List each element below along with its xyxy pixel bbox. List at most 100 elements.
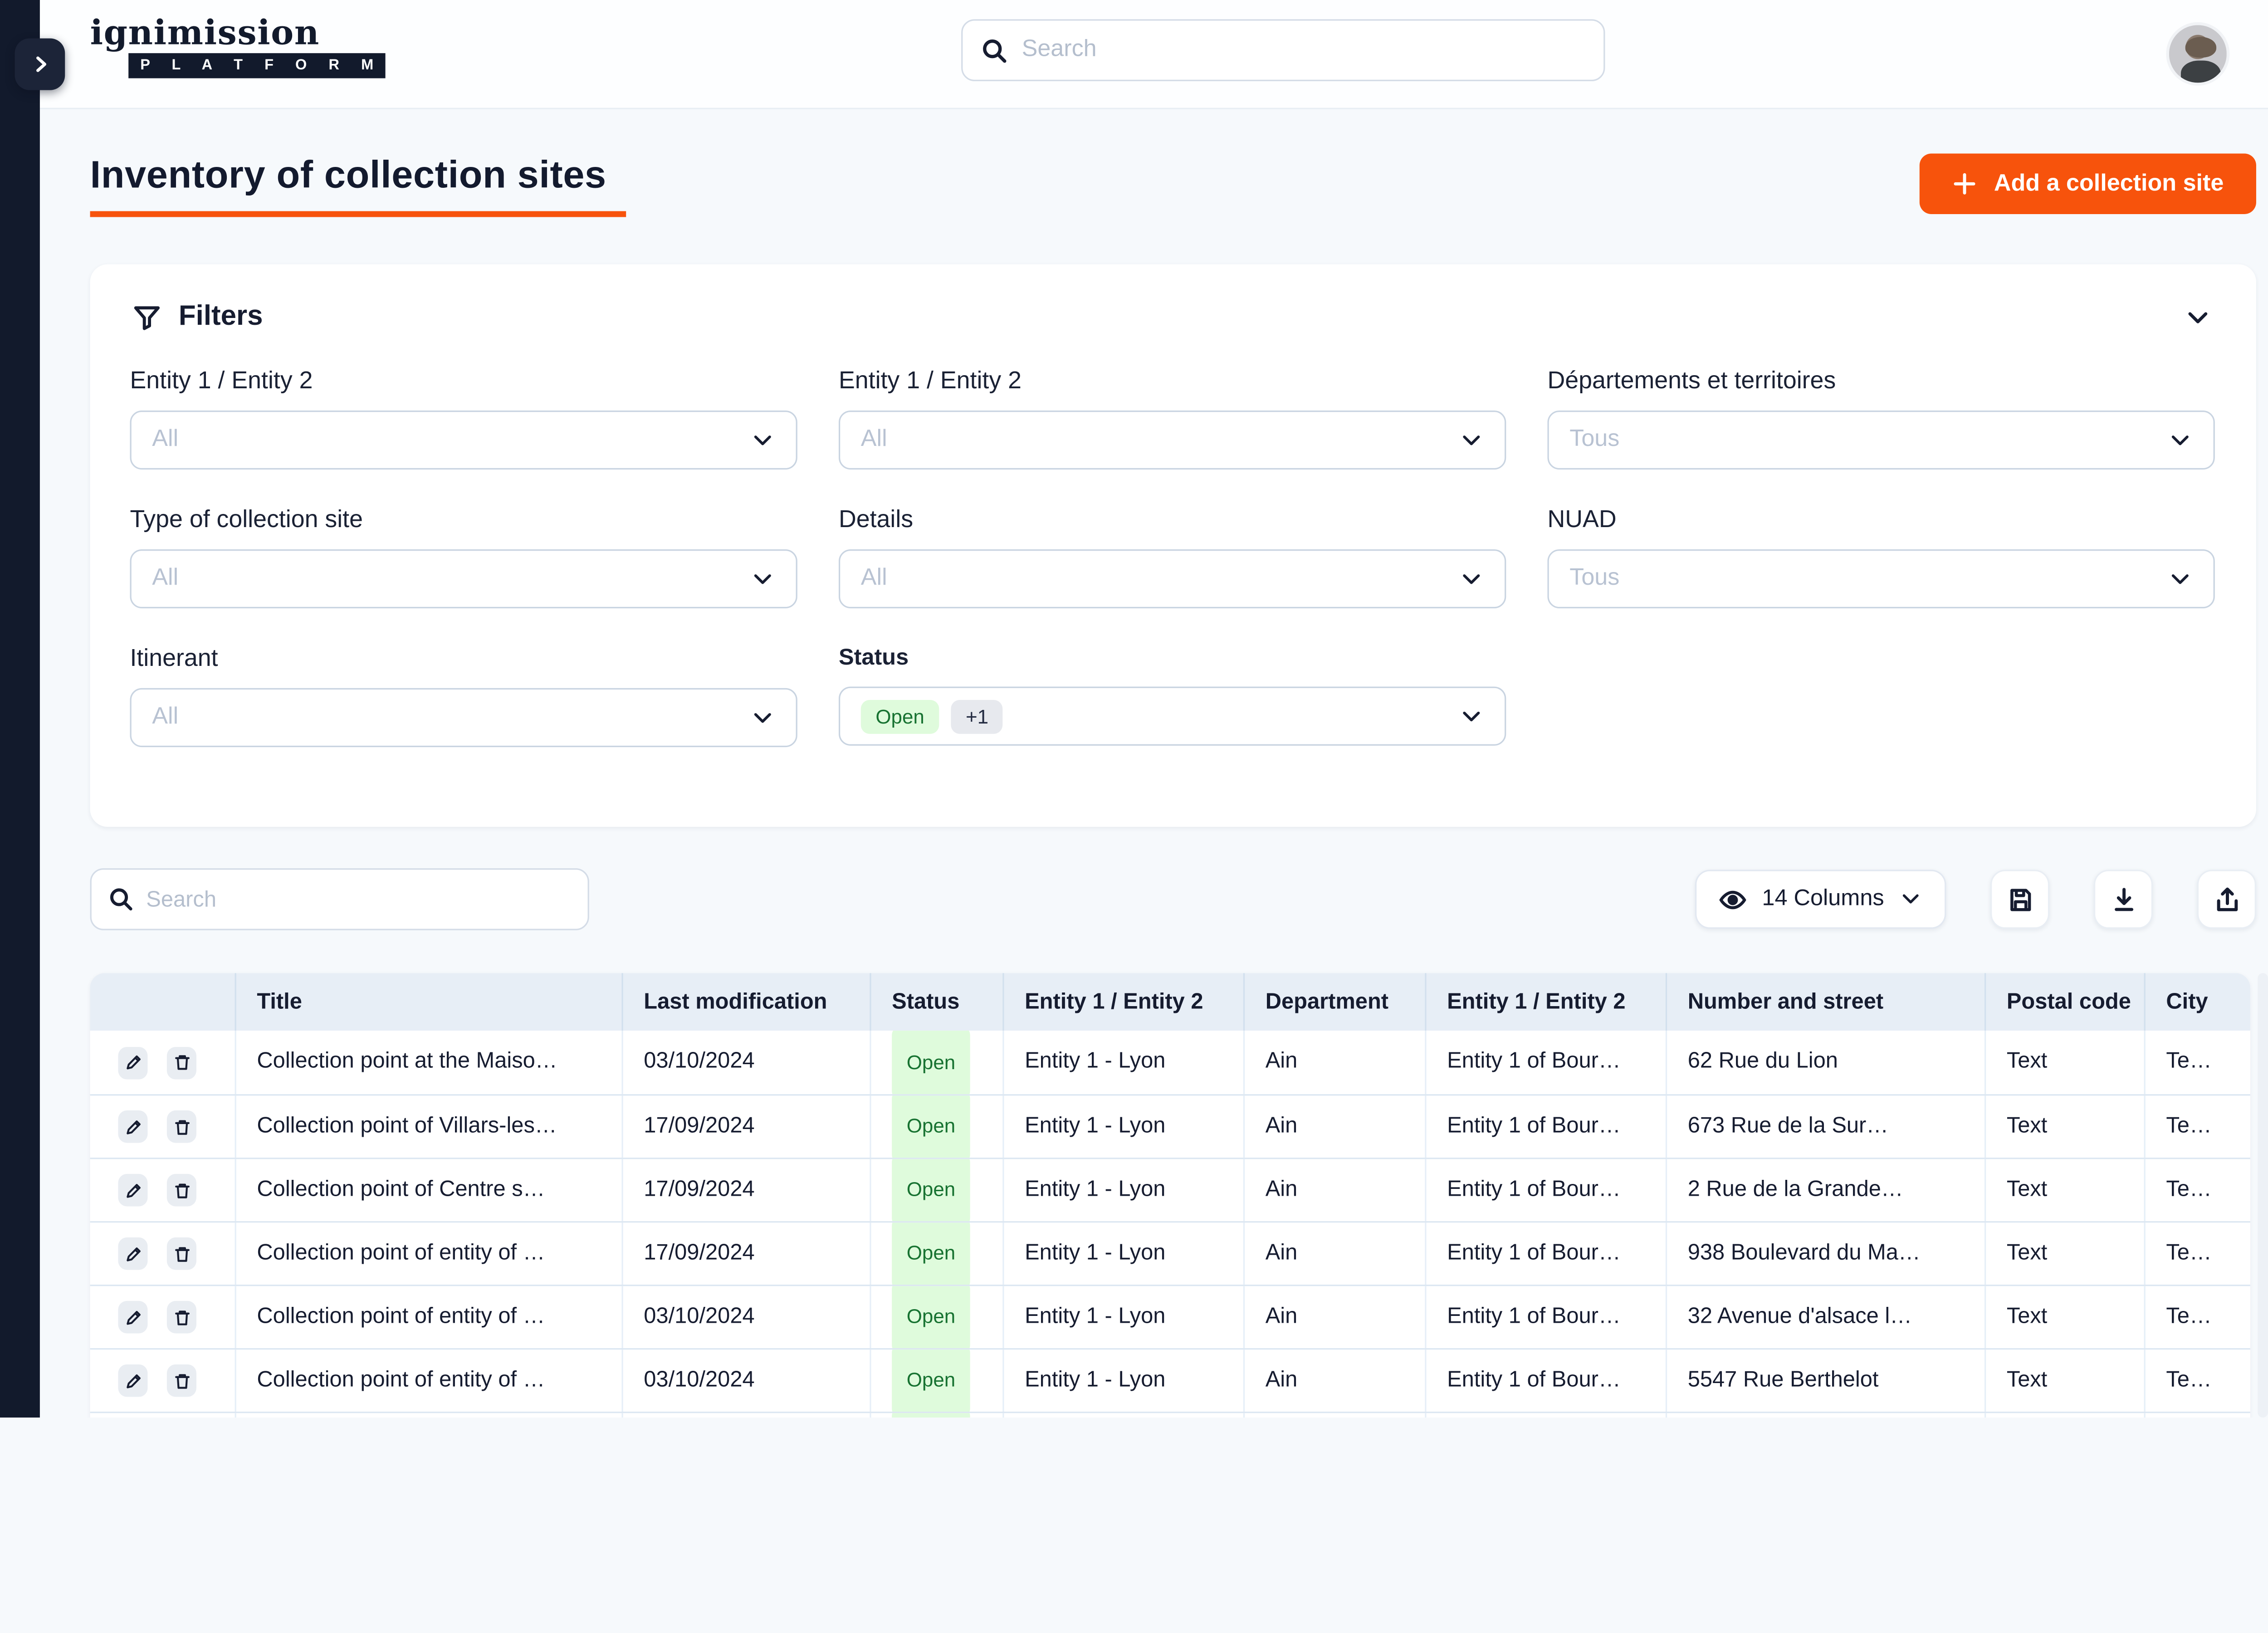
col-postal-code[interactable]: Postal code <box>1986 973 2146 1031</box>
row-actions-cell <box>90 1031 236 1094</box>
cell-city: Te… <box>2146 1222 2250 1285</box>
save-view-button[interactable] <box>1990 870 2049 929</box>
col-city[interactable]: City <box>2146 973 2250 1031</box>
filter-label: Départements et territoires <box>1547 368 2214 396</box>
row-actions-cell <box>90 1286 236 1348</box>
cell-status: Open <box>871 1222 1004 1285</box>
cell-entity-2: Entity 1 of Bour… <box>1427 1286 1667 1348</box>
edit-row-button[interactable] <box>118 1046 147 1079</box>
col-entity-1[interactable]: Entity 1 / Entity 2 <box>1004 973 1245 1031</box>
cell-postal-code: Text <box>1986 1031 2146 1094</box>
chevron-down-icon <box>1459 427 1484 452</box>
user-avatar[interactable] <box>2166 22 2229 86</box>
chevron-down-icon <box>2168 427 2193 452</box>
edit-row-button[interactable] <box>118 1174 147 1207</box>
add-collection-site-label: Add a collection site <box>1994 171 2224 197</box>
status-badge: Open <box>892 1159 970 1221</box>
col-last-modification[interactable]: Last modification <box>623 973 871 1031</box>
select-placeholder: Tous <box>1569 566 2167 592</box>
col-number-street[interactable]: Number and street <box>1667 973 1986 1031</box>
filter-field-nuad: NUAD Tous <box>1547 507 2214 609</box>
filter-select-departements[interactable]: Tous <box>1547 411 2214 469</box>
collection-sites-table: Title Last modification Status Entity 1 … <box>90 973 2250 1418</box>
filter-field-details: Details All <box>839 507 1506 609</box>
filter-select-itinerant[interactable]: All <box>130 688 797 747</box>
delete-row-button[interactable] <box>167 1364 196 1397</box>
filter-label: Details <box>839 507 1506 535</box>
columns-visibility-button[interactable]: 14 Columns <box>1696 870 1946 929</box>
cell-number-street: 32 Avenue d'alsace l… <box>1667 1286 1986 1348</box>
cell-title[interactable]: Collection point of Centre s… <box>236 1159 623 1221</box>
cell-department: Ain <box>1245 1286 1426 1348</box>
global-search[interactable] <box>961 19 1605 81</box>
col-department[interactable]: Department <box>1245 973 1426 1031</box>
filter-select-entity-2[interactable]: All <box>839 411 1506 469</box>
chevron-down-icon <box>1459 566 1484 591</box>
table-scrollbar[interactable] <box>2258 973 2268 1418</box>
cell-last-modification: 17/09/2024 <box>623 1095 871 1158</box>
chevron-right-icon <box>29 53 51 75</box>
col-entity-2[interactable]: Entity 1 / Entity 2 <box>1427 973 1667 1031</box>
row-actions-cell <box>90 1222 236 1285</box>
col-status[interactable]: Status <box>871 973 1004 1031</box>
filter-label: NUAD <box>1547 507 2214 535</box>
table-search-input[interactable] <box>146 887 572 912</box>
cell-title[interactable]: Collection point of entity of … <box>236 1222 623 1285</box>
app-window: ignimission P L A T F O R M Inventory of… <box>0 0 2268 1418</box>
edit-row-button[interactable] <box>118 1301 147 1334</box>
table-search[interactable] <box>90 868 589 930</box>
edit-row-button[interactable] <box>118 1237 147 1270</box>
cell-entity-1: Entity 1 - Lyon <box>1004 1286 1245 1348</box>
cell-title[interactable]: Collection point of entity of … <box>236 1413 623 1418</box>
cell-status: Open <box>871 1159 1004 1221</box>
col-title[interactable]: Title <box>236 973 623 1031</box>
filter-label: Itinerant <box>130 645 797 674</box>
edit-row-button[interactable] <box>118 1364 147 1397</box>
page-title: Inventory of collection sites <box>90 152 626 198</box>
filter-select-status[interactable]: Open +1 <box>839 687 1506 746</box>
cell-last-modification: 03/10/2024 <box>623 1349 871 1412</box>
filter-select-details[interactable]: All <box>839 549 1506 608</box>
filters-panel: Filters Entity 1 / Entity 2 All Entity <box>90 264 2256 827</box>
cell-city: Te… <box>2146 1031 2250 1094</box>
filter-select-nuad[interactable]: Tous <box>1547 549 2214 608</box>
pencil-icon <box>123 1371 142 1390</box>
cell-city: Te… <box>2146 1286 2250 1348</box>
cell-entity-2: Entity 1 of Bour… <box>1427 1413 1667 1418</box>
global-search-input[interactable] <box>1022 37 1586 64</box>
cell-title[interactable]: Collection point of Villars-les… <box>236 1095 623 1158</box>
status-badge: Open <box>892 1031 970 1094</box>
filter-field-itinerant: Itinerant All <box>130 645 797 748</box>
delete-row-button[interactable] <box>167 1046 196 1079</box>
download-button[interactable] <box>2094 870 2153 929</box>
filter-funnel-icon <box>132 302 162 333</box>
cell-postal-code: Text <box>1986 1159 2146 1221</box>
edit-row-button[interactable] <box>118 1110 147 1143</box>
cell-number-street: 5547 Rue Berthelot <box>1667 1349 1986 1412</box>
cell-title[interactable]: Collection point of entity of … <box>236 1286 623 1348</box>
add-collection-site-button[interactable]: Add a collection site <box>1920 154 2256 214</box>
table-row: Collection point at the Maiso… 03/10/202… <box>90 1031 2250 1094</box>
cell-city: Te… <box>2146 1159 2250 1221</box>
table-toolbar: 14 Columns <box>90 868 2256 930</box>
filters-collapse-button[interactable] <box>2184 303 2212 332</box>
filter-label: Type of collection site <box>130 507 797 535</box>
filter-select-entity-1[interactable]: All <box>130 411 797 469</box>
share-export-button[interactable] <box>2197 870 2256 929</box>
delete-row-button[interactable] <box>167 1301 196 1334</box>
cell-entity-1: Entity 1 - Lyon <box>1004 1222 1245 1285</box>
filter-field-departements: Départements et territoires Tous <box>1547 368 2214 470</box>
filter-label: Entity 1 / Entity 2 <box>130 368 797 396</box>
table-body: Collection point at the Maiso… 03/10/202… <box>90 1031 2250 1418</box>
delete-row-button[interactable] <box>167 1110 196 1143</box>
sidebar-expand-button[interactable] <box>15 39 65 90</box>
filter-select-type[interactable]: All <box>130 549 797 608</box>
chevron-down-icon <box>1459 704 1484 728</box>
filter-field-type: Type of collection site All <box>130 507 797 609</box>
cell-title[interactable]: Collection point at the Maiso… <box>236 1031 623 1094</box>
col-actions <box>90 973 236 1031</box>
cell-title[interactable]: Collection point of entity of … <box>236 1349 623 1412</box>
delete-row-button[interactable] <box>167 1174 196 1207</box>
delete-row-button[interactable] <box>167 1237 196 1270</box>
cell-last-modification: 17/09/2024 <box>623 1159 871 1221</box>
